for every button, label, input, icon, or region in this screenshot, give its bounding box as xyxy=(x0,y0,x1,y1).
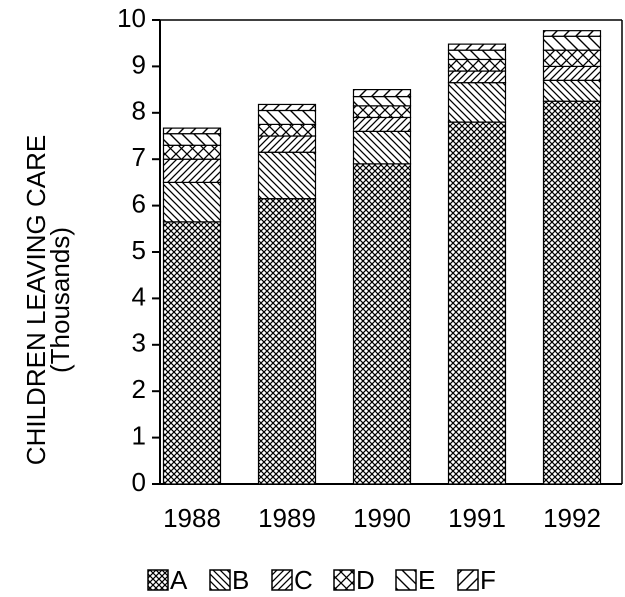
bar-segment xyxy=(352,116,412,132)
legend-label: E xyxy=(418,565,435,595)
legend-label: A xyxy=(170,565,188,595)
bar-segment xyxy=(542,65,602,81)
bar-segment xyxy=(257,123,317,137)
bar-segment xyxy=(352,163,412,485)
bar-segment xyxy=(162,158,222,183)
y-tick-label: 2 xyxy=(132,374,146,404)
y-tick-label: 4 xyxy=(132,281,146,311)
bar-segment xyxy=(447,58,507,72)
legend-swatch xyxy=(209,569,231,591)
bar-segment xyxy=(447,43,507,51)
y-tick-label: 0 xyxy=(132,467,146,497)
bar-segment xyxy=(447,121,507,485)
legend-label: D xyxy=(356,565,375,595)
y-tick-label: 1 xyxy=(132,420,146,450)
bar-segment xyxy=(162,133,222,146)
legend-label: C xyxy=(294,565,313,595)
bar-segment xyxy=(542,30,602,37)
bar-segment xyxy=(447,70,507,84)
y-tick-label: 6 xyxy=(132,188,146,218)
bar-segment xyxy=(162,144,222,160)
bar-segment xyxy=(257,135,317,153)
bar-segment xyxy=(162,181,222,223)
bar-segment xyxy=(447,49,507,61)
y-tick-label: 10 xyxy=(117,3,146,33)
legend-swatch xyxy=(333,569,355,591)
x-tick-label: 1991 xyxy=(448,503,506,533)
legend-swatch xyxy=(395,569,417,591)
bar-segment xyxy=(447,82,507,123)
x-tick-label: 1990 xyxy=(353,503,411,533)
bar-segment xyxy=(352,88,412,98)
bar-segment xyxy=(162,127,222,135)
bar-segment xyxy=(542,79,602,102)
bar-segment xyxy=(257,109,317,126)
bar-segment xyxy=(542,35,602,51)
bar-segment xyxy=(352,105,412,119)
y-tick-label: 8 xyxy=(132,96,146,126)
y-axis-label: CHILDREN LEAVING CARE xyxy=(21,135,51,465)
legend-swatch xyxy=(271,569,293,591)
bar-segment xyxy=(257,151,317,200)
legend-label: B xyxy=(232,565,249,595)
y-tick-label: 5 xyxy=(132,235,146,265)
bar-segment xyxy=(257,103,317,112)
y-tick-label: 3 xyxy=(132,328,146,358)
x-tick-label: 1988 xyxy=(163,503,221,533)
legend-label: F xyxy=(480,565,496,595)
bar-segment xyxy=(352,95,412,107)
legend-swatch xyxy=(457,569,479,591)
bar-segment xyxy=(352,130,412,165)
bar-segment xyxy=(257,198,317,485)
legend-swatch xyxy=(147,569,169,591)
x-tick-label: 1989 xyxy=(258,503,316,533)
y-axis-sublabel: (Thousands) xyxy=(45,227,75,373)
x-tick-label: 1992 xyxy=(543,503,601,533)
y-tick-label: 7 xyxy=(132,142,146,172)
bar-segment xyxy=(542,100,602,485)
bar-segment xyxy=(162,221,222,485)
y-tick-label: 9 xyxy=(132,49,146,79)
bar-segment xyxy=(542,49,602,67)
